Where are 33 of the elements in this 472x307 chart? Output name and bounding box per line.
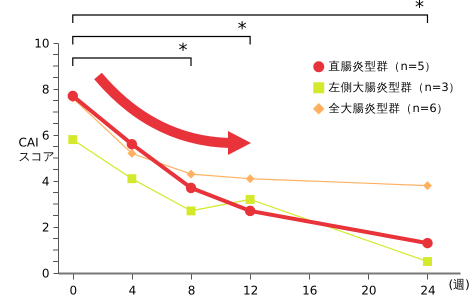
- point: [127, 174, 136, 184]
- legend-label: 全大腸炎型群（n=6）: [328, 100, 449, 115]
- y-tick-label: 8: [42, 82, 50, 96]
- y-tick-label: 4: [42, 174, 50, 188]
- point: [68, 135, 78, 144]
- y-tick-label: 10: [34, 36, 50, 50]
- x-tick-label: 16: [302, 284, 318, 298]
- point: [423, 257, 432, 266]
- point: [186, 206, 196, 216]
- x-tick-label: 4: [128, 284, 136, 298]
- annotation: *: [178, 40, 188, 61]
- point: [126, 138, 138, 150]
- point: [68, 90, 78, 102]
- point: [244, 206, 256, 216]
- text: *: [414, 0, 424, 18]
- legend-label: 直腸炎型群（n=5）: [328, 58, 437, 73]
- legend-label: 左側大腸炎型群（n=3）: [328, 80, 461, 94]
- point: [246, 174, 255, 184]
- x-tick-label: 20: [361, 284, 377, 298]
- point: [186, 170, 196, 179]
- x-axis-title: (週): [448, 278, 470, 292]
- x-tick-label: 8: [188, 284, 196, 298]
- y-tick-label: 2: [42, 220, 50, 234]
- point: [127, 148, 136, 158]
- x-tick-label: 24: [420, 284, 436, 298]
- point: [186, 182, 196, 194]
- y-tick-label: 0: [42, 266, 50, 280]
- point: [422, 238, 433, 248]
- point: [423, 181, 432, 190]
- x-tick-label: 0: [69, 284, 78, 298]
- x-tick-label: 12: [242, 284, 258, 298]
- point: [246, 194, 255, 204]
- text: *: [238, 18, 247, 40]
